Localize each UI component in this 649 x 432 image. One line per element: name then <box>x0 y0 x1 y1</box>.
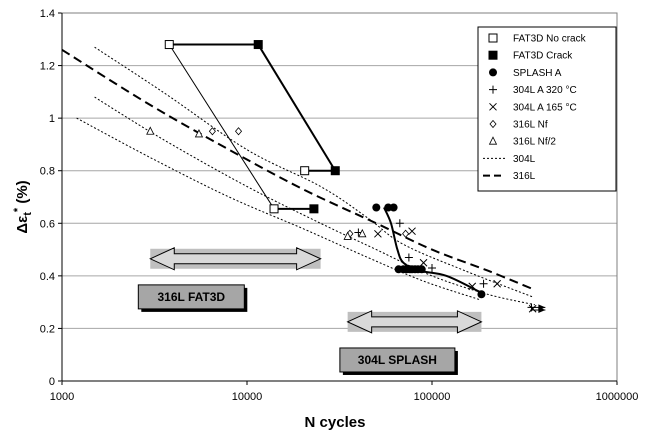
x-tick-label: 100000 <box>414 391 451 403</box>
y-tick-label: 1.2 <box>40 61 55 73</box>
legend-label: FAT3D Crack <box>513 51 573 62</box>
legend-label: 304L <box>513 154 536 165</box>
fat3d-connector-group <box>168 43 337 210</box>
legend-swatch <box>489 68 497 77</box>
y-label-superscript: * <box>12 207 24 212</box>
point-316l-nf-2 <box>194 129 204 138</box>
axis-labels: N cycles Δεt* (%) <box>12 180 365 431</box>
point-fat3d-no-crack <box>300 166 310 176</box>
point-304l-a-165-c <box>408 227 416 236</box>
annotation-double-arrow <box>149 246 322 271</box>
point-316l-nf-2 <box>343 231 352 240</box>
point-splash-a <box>372 203 381 212</box>
legend-label: 304L A 320 °C <box>513 85 577 96</box>
legend-label: FAT3D No crack <box>513 34 587 45</box>
legend-label: 316L <box>513 171 536 182</box>
fat3d-connector <box>257 44 337 172</box>
runout-arrow-head <box>538 307 546 314</box>
point-316l-nf-2 <box>146 126 155 135</box>
point-fat3d-crack <box>253 40 263 50</box>
curve-316l <box>61 48 534 290</box>
point-304l-a-320-c <box>428 263 436 272</box>
point-316l-nf <box>402 229 410 238</box>
point-304l-a-165-c <box>374 229 382 238</box>
annotation-label: 316L FAT3D <box>158 290 226 304</box>
data-point-group <box>146 40 537 313</box>
point-304l-a-165-c <box>528 304 537 313</box>
curve-group <box>61 46 536 306</box>
x-tick-label: 1000000 <box>596 391 639 403</box>
legend-label: 304L A 165 °C <box>513 102 577 113</box>
annotation-box <box>339 347 456 373</box>
y-tick-label: 0.8 <box>40 166 55 178</box>
point-splash-a <box>417 265 426 274</box>
legend-swatch <box>489 119 497 129</box>
legend-swatch <box>489 102 497 111</box>
point-fat3d-crack <box>309 204 319 214</box>
x-tick-label: 10000 <box>232 391 263 403</box>
annotation-box <box>137 284 245 310</box>
y-tick-label: 1.4 <box>40 8 55 20</box>
annotation-double-arrow <box>346 310 483 334</box>
axes <box>58 12 618 385</box>
y-label-unit: (%) <box>14 180 31 208</box>
curve-304l <box>94 46 533 298</box>
y-label-subscript: t <box>22 212 34 216</box>
point-fat3d-crack <box>330 166 340 176</box>
y-label-main: Δε <box>14 216 31 234</box>
point-316l-nf-2 <box>358 228 367 238</box>
point-316l-nf <box>208 127 216 136</box>
x-axis-label: N cycles <box>305 414 366 431</box>
point-fat3d-no-crack <box>269 204 279 214</box>
y-tick-label: 0.6 <box>40 218 55 230</box>
legend-box <box>477 26 617 192</box>
tick-labels: 0 0.2 0.4 0.6 0.8 1 1.2 1.4 1000 10000 100000 10000… <box>40 8 639 403</box>
curve-splash-trend <box>383 207 480 293</box>
legend-label: SPLASH A <box>513 68 562 79</box>
annotation-label: 304L SPLASH <box>358 353 437 367</box>
point-316l-nf <box>235 127 243 136</box>
point-304l-a-320-c <box>479 279 488 288</box>
legend-swatch <box>488 33 498 43</box>
y-tick-label: 0.2 <box>40 323 55 335</box>
point-304l-a-165-c <box>419 258 428 267</box>
point-304l-a-165-c <box>468 282 477 291</box>
point-splash-a <box>477 290 486 299</box>
legend-label: 316L Nf <box>513 120 548 131</box>
y-axis-label: Δεt* (%) <box>12 180 34 233</box>
point-304l-a-165-c <box>493 279 502 288</box>
legend-swatch <box>488 50 498 60</box>
y-tick-label: 0 <box>49 376 55 388</box>
curve-304l <box>94 96 536 306</box>
y-tick-label: 1 <box>49 113 55 125</box>
point-fat3d-no-crack <box>164 40 174 50</box>
legend-label: 316L Nf/2 <box>513 137 556 148</box>
legend-swatch <box>489 85 497 94</box>
annotation-group: 316L FAT3D 304L SPLASH <box>137 246 546 375</box>
fat3d-connector <box>168 44 275 210</box>
point-304l-a-320-c <box>404 253 413 262</box>
x-tick-label: 1000 <box>50 391 74 403</box>
legend-swatch <box>488 136 498 145</box>
point-304l-a-320-c <box>395 219 404 228</box>
point-splash-a <box>389 203 398 212</box>
y-tick-label: 0.4 <box>40 271 55 283</box>
legend: FAT3D No crack FAT3D Crack SPLASH A 304L A … <box>477 26 617 192</box>
